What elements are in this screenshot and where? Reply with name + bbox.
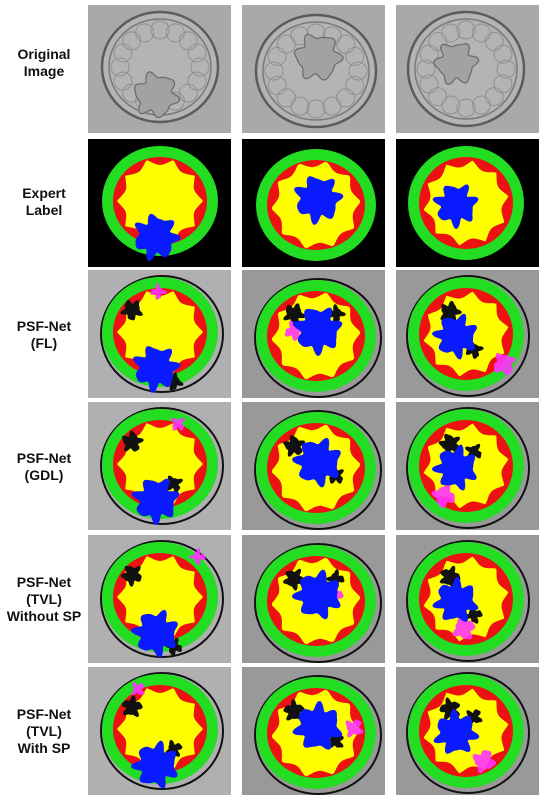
panel-pred-col3 [396, 270, 539, 398]
embryo-image [396, 5, 539, 133]
panel-original-col3 [396, 5, 539, 133]
label-line: With SP [17, 740, 71, 756]
panel-pred-col2 [242, 270, 385, 398]
label-line: (TVL) [26, 591, 62, 607]
label-line: Expert [22, 185, 66, 201]
label-line: (FL) [30, 335, 58, 351]
panel-pred-col2 [242, 535, 385, 663]
row-label-psfnet-gdl: PSF-Net (GDL) [0, 450, 88, 484]
embryo-image [396, 535, 539, 663]
embryo-image [242, 139, 385, 267]
label-line: PSF-Net [16, 450, 72, 466]
label-line: (TVL) [26, 723, 62, 739]
embryo-image [396, 270, 539, 398]
panel-pred-col2 [242, 667, 385, 795]
label-line: Original [17, 46, 71, 62]
panel-pred-col1 [88, 402, 231, 530]
embryo-image [242, 535, 385, 663]
label-line: Without SP [6, 608, 82, 624]
label-line: PSF-Net [16, 318, 72, 334]
panel-pred-col1 [88, 535, 231, 663]
panel-pred-col1 [88, 270, 231, 398]
embryo-image [88, 270, 231, 398]
panel-pred-col3 [396, 667, 539, 795]
embryo-image [88, 139, 231, 267]
label-line: PSF-Net [16, 706, 72, 722]
embryo-image [88, 667, 231, 795]
inner-cell-mass [134, 71, 181, 119]
panel-pred-col3 [396, 535, 539, 663]
panel-pred-col1 [88, 667, 231, 795]
embryo-image [396, 667, 539, 795]
panel-pred-col3 [396, 402, 539, 530]
panel-pred-col2 [242, 402, 385, 530]
panel-label-col2 [242, 139, 385, 267]
label-line: (GDL) [24, 467, 64, 483]
panel-label-col1 [88, 139, 231, 267]
row-label-psfnet-tvl-without-sp: PSF-Net (TVL) Without SP [0, 574, 88, 625]
embryo-image [396, 402, 539, 530]
row-label-original-image: Original Image [0, 46, 88, 80]
inner-cell-mass [433, 43, 480, 86]
row-label-psfnet-fl: PSF-Net (FL) [0, 318, 88, 352]
panel-original-col2 [242, 5, 385, 133]
embryo-image [88, 5, 231, 133]
label-line: PSF-Net [16, 574, 72, 590]
row-label-psfnet-tvl-with-sp: PSF-Net (TVL) With SP [0, 706, 88, 757]
embryo-image [88, 402, 231, 530]
panel-original-col1 [88, 5, 231, 133]
panel-label-col3 [396, 139, 539, 267]
embryo-image [88, 535, 231, 663]
inner-cell-mass [293, 33, 344, 81]
embryo-image [396, 139, 539, 267]
embryo-image [242, 5, 385, 133]
embryo-image [242, 402, 385, 530]
row-label-expert-label: Expert Label [0, 185, 88, 219]
label-line: Label [25, 202, 63, 218]
embryo-image [242, 270, 385, 398]
embryo-image [242, 667, 385, 795]
label-line: Image [23, 63, 65, 79]
